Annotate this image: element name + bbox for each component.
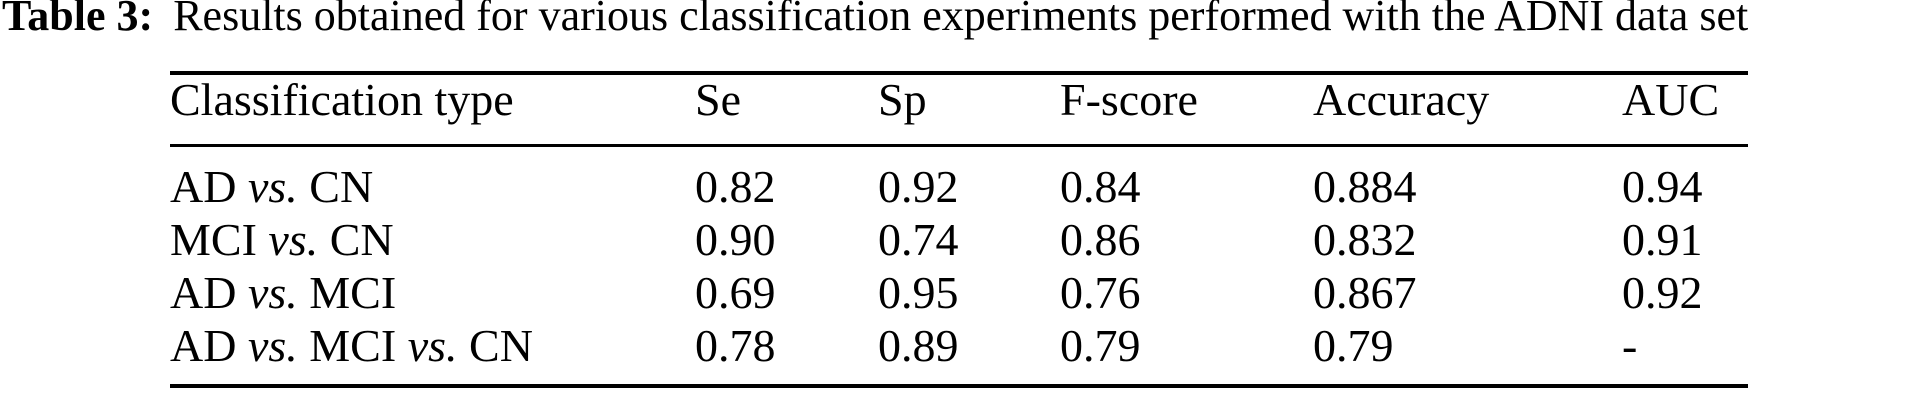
vs-label: vs. bbox=[247, 267, 298, 318]
table-row: AD vs. MCI 0.69 0.95 0.76 0.867 0.92 bbox=[170, 266, 1748, 319]
row-label-cell: AD vs. MCI bbox=[170, 266, 695, 319]
row-label-part: CN bbox=[329, 214, 394, 265]
value-cell: 0.69 bbox=[695, 267, 776, 318]
row-label-part: MCI bbox=[170, 214, 257, 265]
value-cell: 0.95 bbox=[878, 267, 959, 318]
table-row: AD vs. CN 0.82 0.92 0.84 0.884 0.94 bbox=[170, 146, 1748, 214]
table-header-row: Classification type Se Sp F-score Accuracy AU… bbox=[170, 73, 1748, 147]
column-header-auc: AUC bbox=[1622, 73, 1748, 147]
value-cell: - bbox=[1622, 320, 1638, 371]
vs-label: vs. bbox=[247, 161, 298, 212]
table-caption-text: Results obtained for various classificat… bbox=[173, 0, 1749, 40]
value-cell: 0.90 bbox=[695, 214, 776, 265]
row-label-part: CN bbox=[469, 320, 533, 371]
value-cell: 0.92 bbox=[878, 161, 959, 212]
row-label-part: MCI bbox=[309, 320, 397, 371]
value-cell: 0.94 bbox=[1622, 161, 1703, 212]
row-label-part: AD bbox=[170, 161, 237, 212]
row-label-cell: AD vs. MCI vs. CN bbox=[170, 319, 695, 386]
table-row: AD vs. MCI vs. CN 0.78 0.89 0.79 0.79- bbox=[170, 319, 1748, 386]
column-header-se: Se bbox=[695, 73, 878, 147]
value-cell: 0.76 bbox=[1060, 267, 1141, 318]
results-table-head: Classification type Se Sp F-score Accuracy AU… bbox=[170, 73, 1748, 147]
table-caption-label: Table 3: bbox=[2, 0, 154, 40]
row-label-part: CN bbox=[309, 161, 374, 212]
value-cell: 0.884 bbox=[1313, 161, 1417, 212]
column-header-classification-type: Classification type bbox=[170, 73, 695, 147]
row-label-part: MCI bbox=[309, 267, 397, 318]
vs-label: vs. bbox=[247, 320, 298, 371]
value-cell: 0.92 bbox=[1622, 267, 1703, 318]
table-caption: Table 3: Results obtained for various cla… bbox=[2, 0, 1748, 38]
column-header-f-score: F-score bbox=[1060, 73, 1313, 147]
results-table: Classification type Se Sp F-score Accuracy AU… bbox=[170, 71, 1748, 388]
value-cell: 0.86 bbox=[1060, 214, 1141, 265]
vs-label: vs. bbox=[407, 320, 458, 371]
row-label-cell: MCI vs. CN bbox=[170, 213, 695, 266]
column-header-accuracy: Accuracy bbox=[1313, 73, 1622, 147]
row-label-part: AD bbox=[170, 320, 237, 371]
value-cell: 0.74 bbox=[878, 214, 959, 265]
value-cell: 0.82 bbox=[695, 161, 776, 212]
value-cell: 0.78 bbox=[695, 320, 776, 371]
value-cell: 0.832 bbox=[1313, 214, 1417, 265]
table-row: MCI vs. CN 0.90 0.74 0.86 0.832 0.91 bbox=[170, 213, 1748, 266]
column-header-sp: Sp bbox=[878, 73, 1060, 147]
value-cell: 0.89 bbox=[878, 320, 959, 371]
value-cell: 0.91 bbox=[1622, 214, 1703, 265]
row-label-cell: AD vs. CN bbox=[170, 146, 695, 214]
value-cell: 0.867 bbox=[1313, 267, 1417, 318]
vs-label: vs. bbox=[268, 214, 319, 265]
value-cell: 0.79 bbox=[1060, 320, 1141, 371]
value-cell: 0.84 bbox=[1060, 161, 1141, 212]
value-cell: 0.79 bbox=[1313, 320, 1394, 371]
results-table-body: AD vs. CN 0.82 0.92 0.84 0.884 0.94 MCI vs. CN… bbox=[170, 146, 1748, 387]
row-label-part: AD bbox=[170, 267, 237, 318]
